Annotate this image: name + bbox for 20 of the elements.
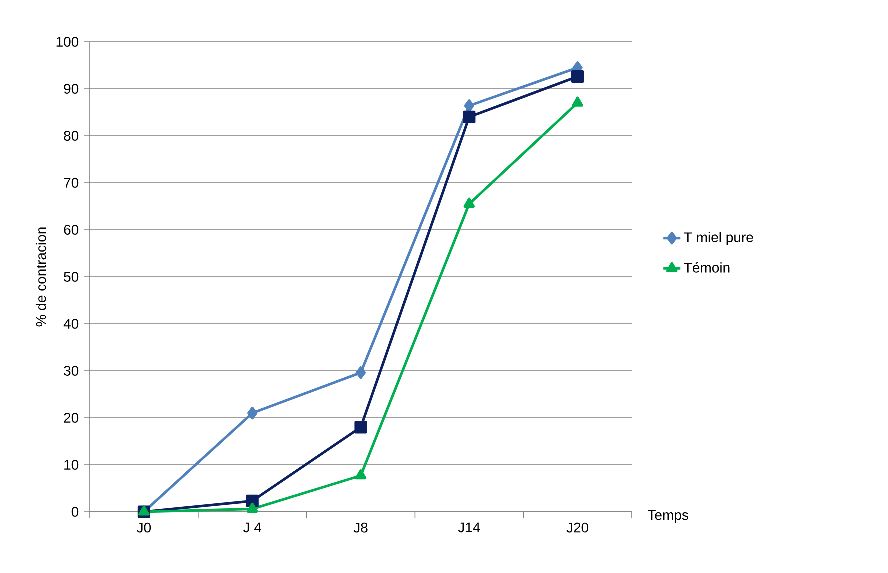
y-tick-label: 80	[64, 131, 79, 141]
y-tick-label: 90	[64, 84, 79, 94]
y-tick-label: 20	[64, 413, 79, 423]
y-tick-label: 100	[56, 37, 79, 47]
x-tick-label: J14	[458, 522, 480, 533]
legend-label: Témoin	[684, 262, 730, 273]
x-tick-label: J20	[566, 522, 589, 533]
y-tick-label: 10	[64, 460, 79, 470]
y-tick-label: 70	[64, 178, 79, 188]
x-tick-label: J0	[137, 522, 152, 533]
y-tick-label: 50	[64, 272, 79, 282]
y-tick-label: 0	[72, 507, 79, 517]
y-tick-label: 30	[64, 366, 79, 376]
x-axis-title: Temps	[648, 510, 688, 523]
y-axis-title: % de contracion	[36, 228, 46, 327]
x-tick-label: J 4	[243, 522, 262, 533]
y-tick-label: 40	[64, 319, 79, 329]
y-tick-label: 60	[64, 225, 79, 235]
legend-label: T miel pure	[684, 232, 754, 246]
x-tick-label: J8	[354, 522, 368, 533]
